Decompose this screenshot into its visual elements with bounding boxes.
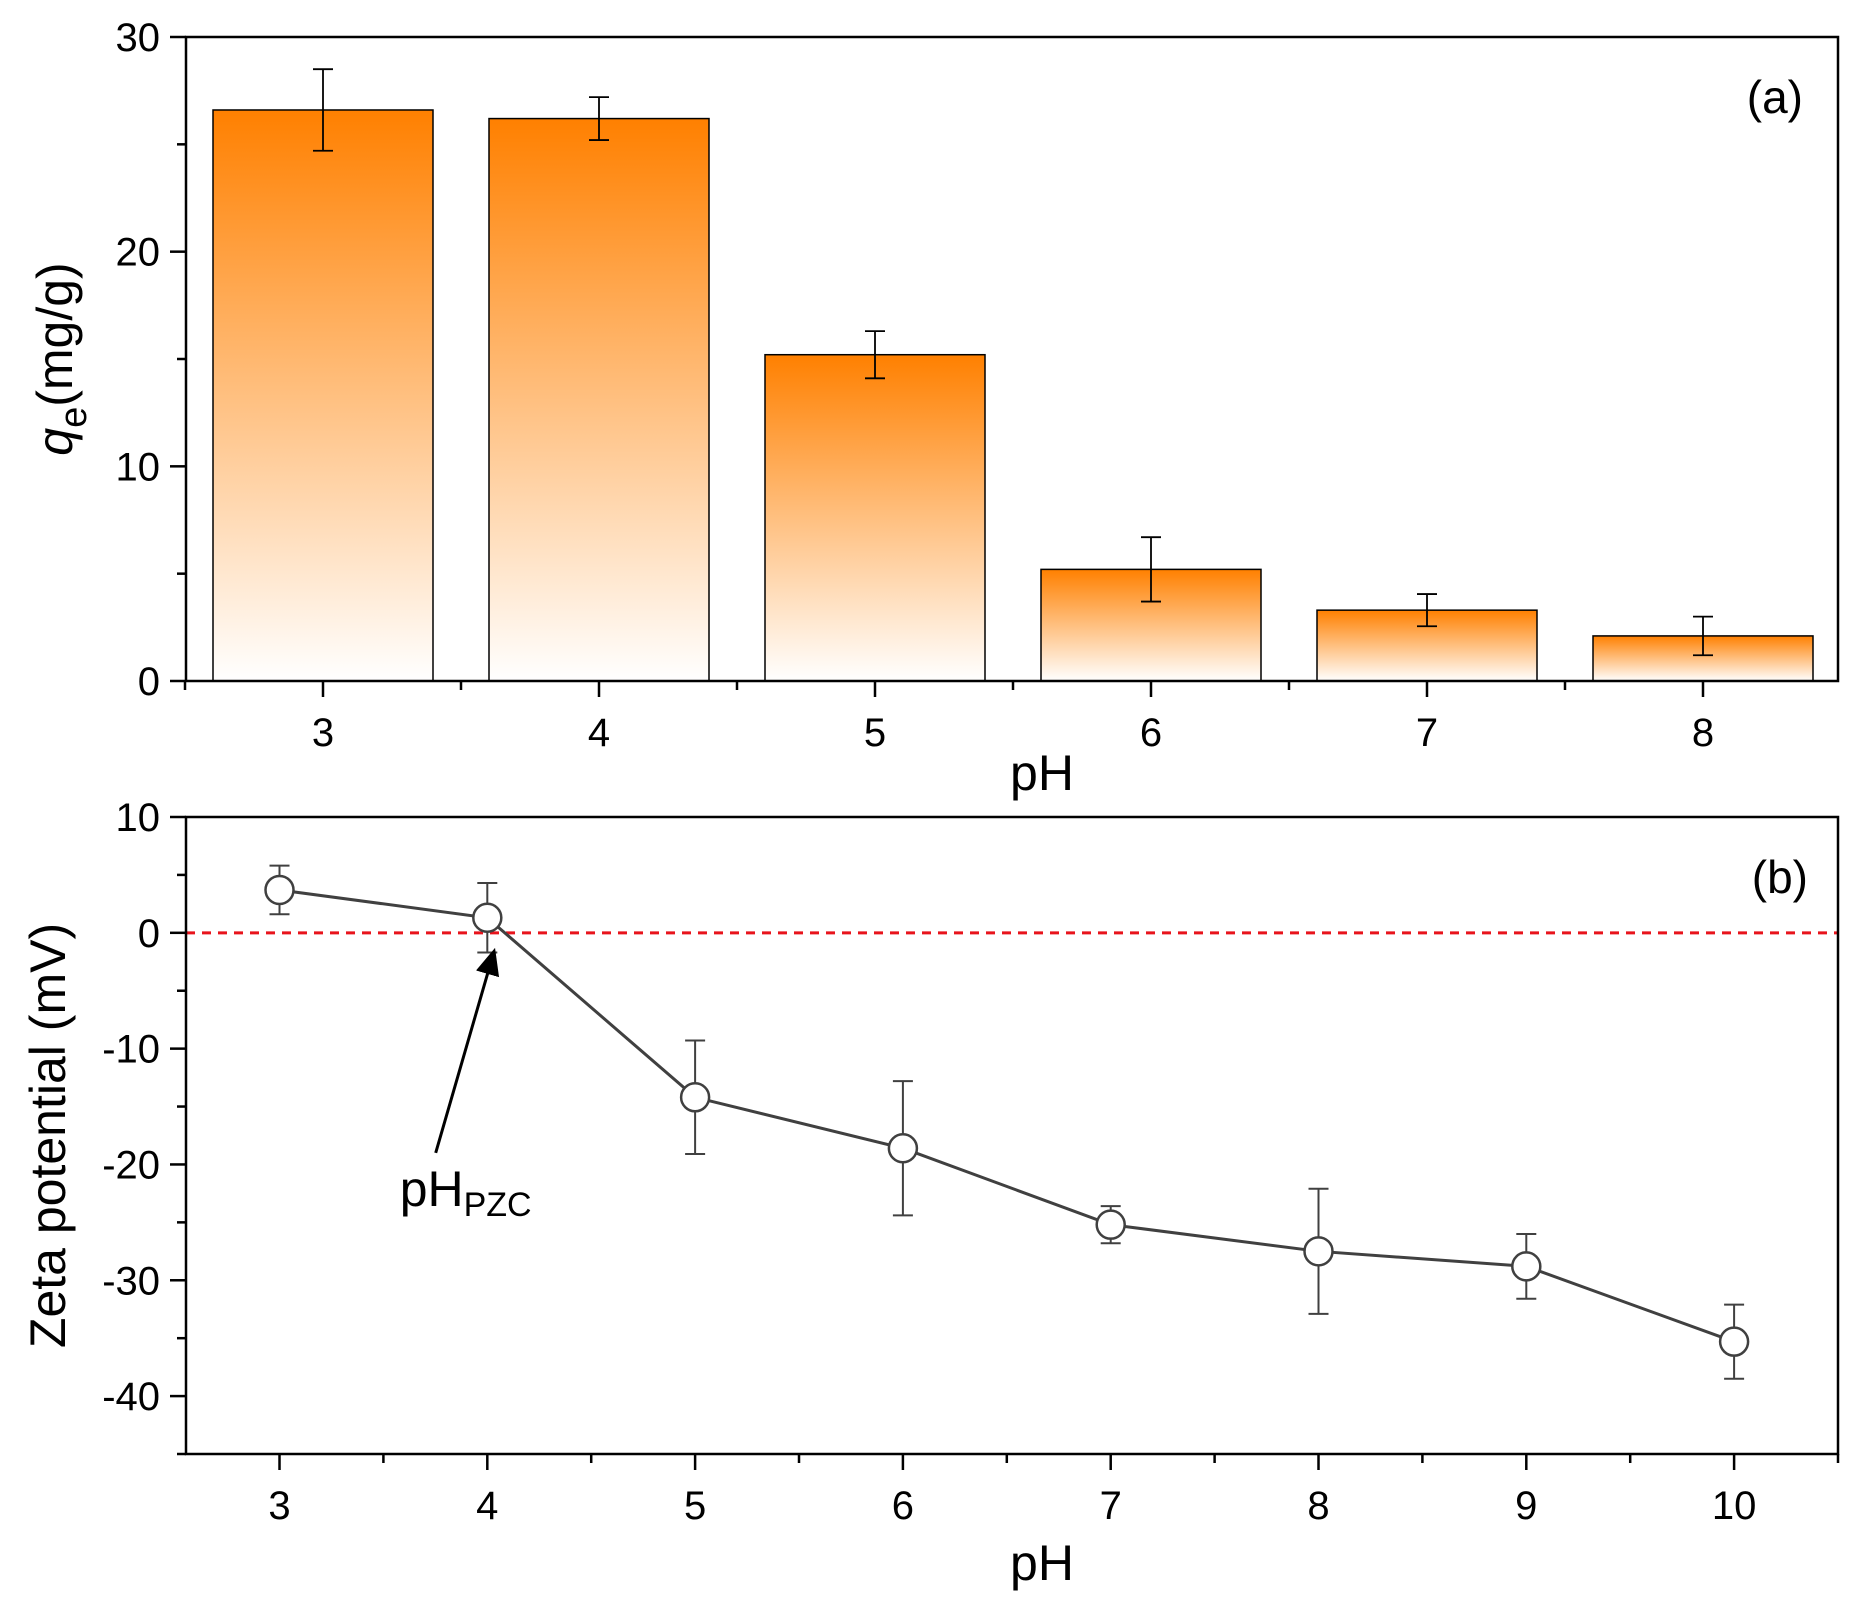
panel-label-b: (b) (1752, 851, 1808, 903)
x-tick-label: 4 (476, 1484, 498, 1528)
bar-ph-3 (212, 109, 434, 682)
y-tick-label: 0 (138, 660, 160, 704)
bar-series (212, 109, 1814, 682)
y-tick-label: 20 (116, 231, 161, 275)
x-tick-label: 6 (1140, 711, 1162, 755)
data-point-ph-6 (887, 1132, 919, 1164)
y-tick-label: -20 (102, 1143, 160, 1187)
x-tick-label: 5 (684, 1484, 706, 1528)
data-points (264, 874, 1750, 1357)
y-axis-title-symbol: q (27, 428, 83, 456)
y-axis-title: qe(mg/g) (27, 262, 95, 455)
x-axis-ticks: 3 4 5 6 7 8 (183, 681, 1714, 755)
pzc-annotation-label: pHPZC (400, 1161, 532, 1224)
bar-ph-4 (488, 117, 710, 682)
pzc-annotation-main: pH (400, 1161, 464, 1217)
data-point-ph-10 (1718, 1326, 1750, 1357)
error-bars (313, 68, 1713, 657)
series-line (279, 888, 1735, 1344)
x-tick-label: 7 (1416, 711, 1438, 755)
error-bars (269, 864, 1745, 1380)
y-tick-label: -40 (102, 1375, 160, 1419)
panel-b-line-chart: -40 -30 -20 -10 0 10 3 4 5 6 7 8 9 10 (b) pH Zeta po… (20, 796, 1840, 1591)
x-tick-label: 10 (1712, 1484, 1757, 1528)
x-tick-label: 9 (1515, 1484, 1537, 1528)
y-tick-label: -30 (102, 1259, 160, 1303)
panel-a-bar-chart: 0 10 20 30 3 4 5 6 7 8 (a) pH qe(mg/g) (27, 16, 1840, 801)
x-tick-label: 3 (312, 711, 334, 755)
y-tick-label: -10 (102, 1028, 160, 1072)
x-tick-label: 4 (588, 711, 610, 755)
panel-label-a: (a) (1747, 71, 1803, 123)
data-point-ph-4 (472, 902, 503, 934)
x-axis-title: pH (1010, 745, 1074, 801)
plot-frame (184, 815, 1840, 1456)
x-tick-label: 7 (1100, 1484, 1122, 1528)
bar-ph-5 (764, 353, 986, 682)
data-point-ph-8 (1303, 1236, 1334, 1267)
plot-frame (184, 35, 1840, 683)
x-axis-ticks: 3 4 5 6 7 8 9 10 (268, 1454, 1840, 1528)
y-tick-label: 10 (116, 445, 161, 489)
y-tick-label: 0 (138, 912, 160, 956)
data-point-ph-3 (264, 874, 295, 906)
x-tick-label: 5 (864, 711, 886, 755)
x-tick-label: 8 (1692, 711, 1714, 755)
x-tick-label: 6 (892, 1484, 914, 1528)
data-point-ph-7 (1095, 1209, 1126, 1240)
y-axis-title-unit: (mg/g) (27, 262, 83, 406)
y-axis-ticks: -40 -30 -20 -10 0 10 (102, 796, 186, 1456)
y-tick-label: 10 (116, 796, 161, 840)
pzc-annotation-subscript: PZC (464, 1186, 532, 1224)
x-axis-title: pH (1010, 1535, 1074, 1591)
x-tick-label: 8 (1307, 1484, 1329, 1528)
y-axis-ticks: 0 10 20 30 (116, 16, 186, 704)
y-axis-title-subscript: e (53, 407, 95, 428)
x-tick-label: 3 (268, 1484, 290, 1528)
data-point-ph-9 (1511, 1251, 1542, 1282)
data-point-ph-5 (679, 1082, 711, 1113)
pzc-annotation-arrow (434, 947, 500, 1154)
y-tick-label: 30 (116, 16, 161, 60)
y-axis-title: Zeta potential (mV) (20, 923, 76, 1348)
